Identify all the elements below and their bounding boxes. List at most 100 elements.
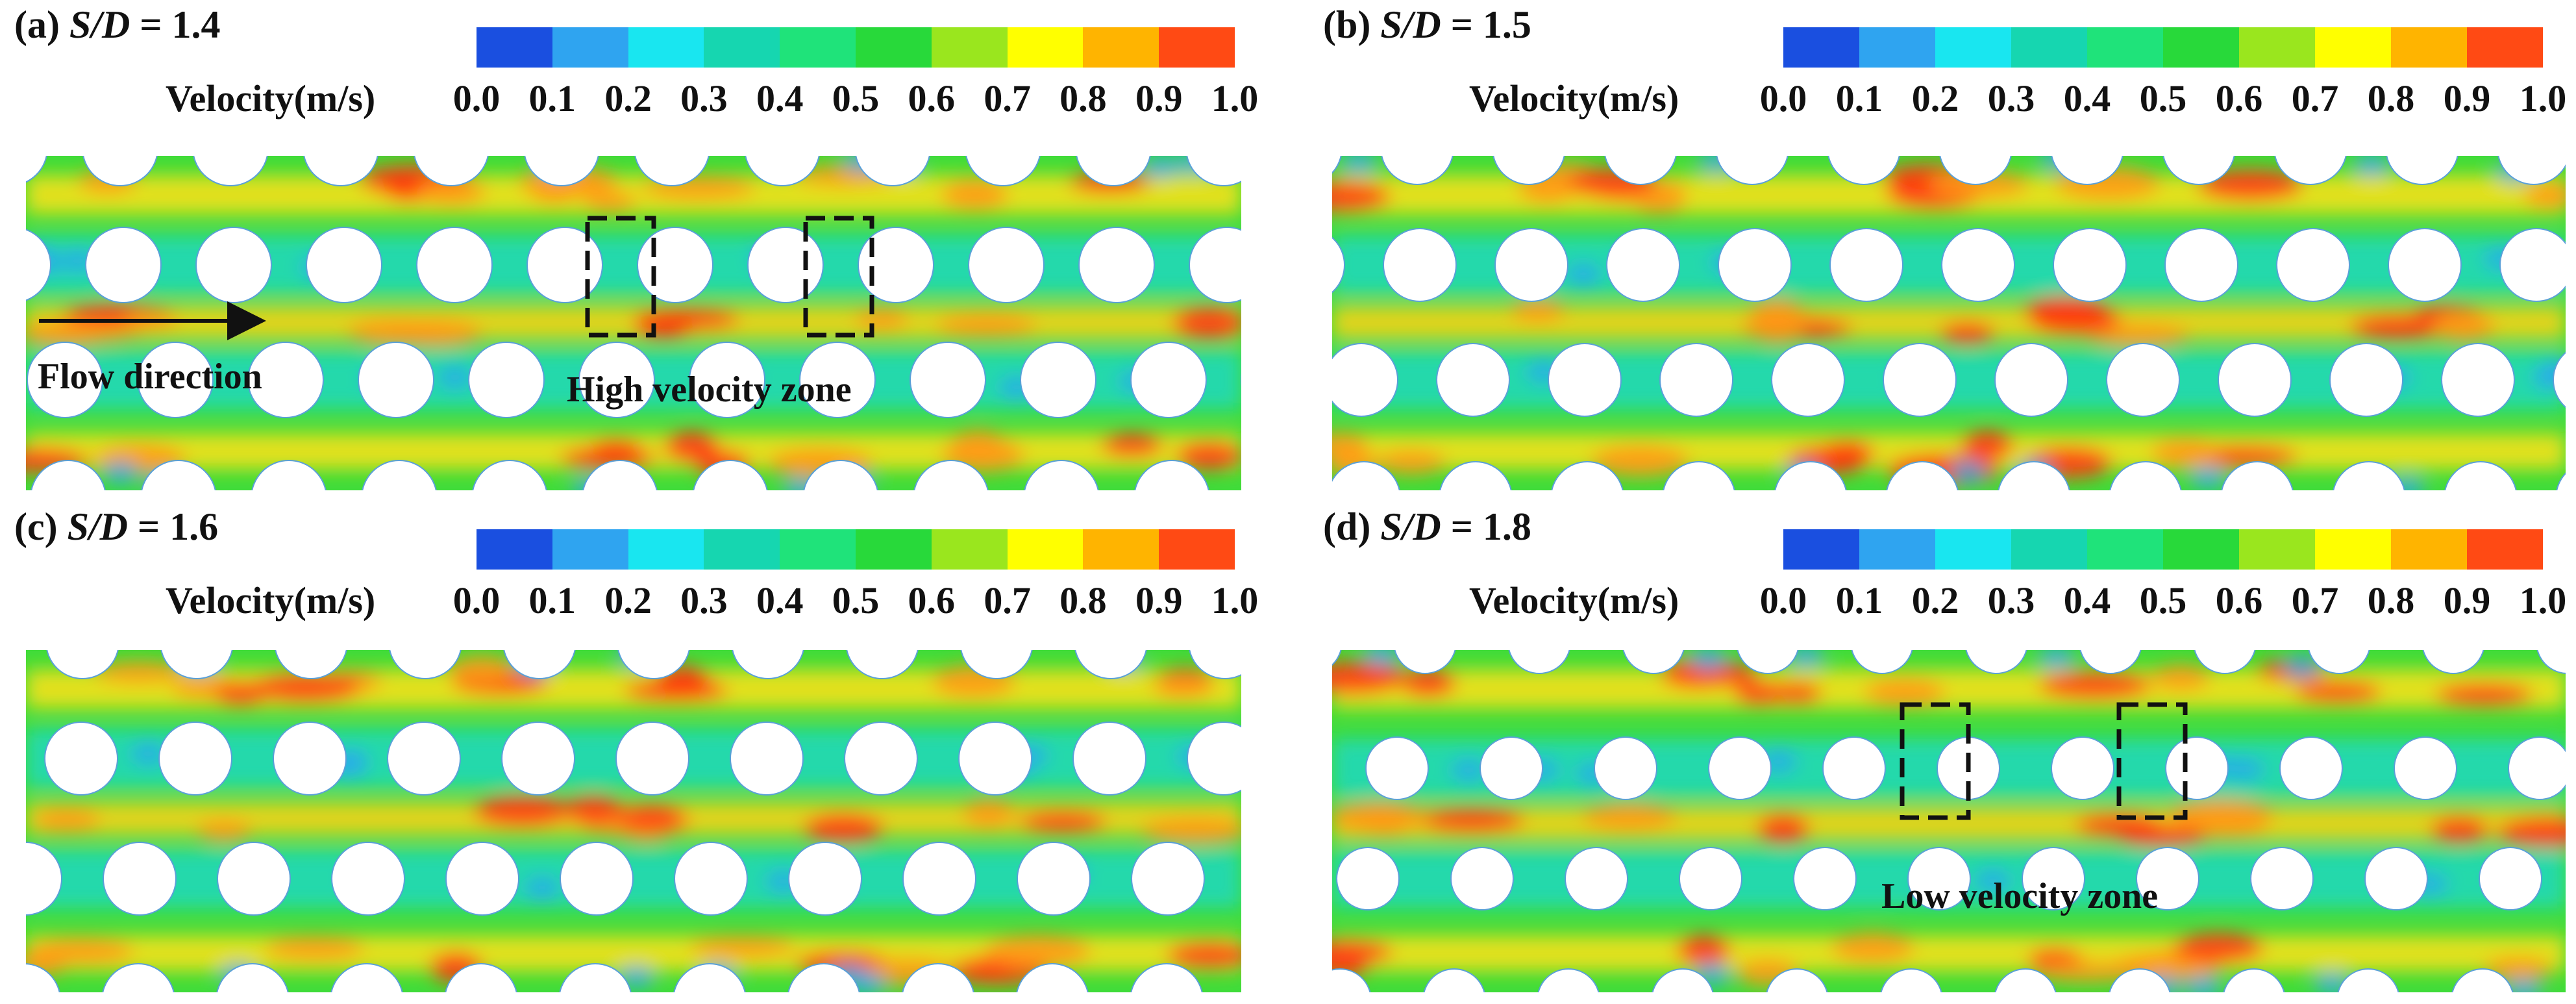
velocity-patch (583, 190, 637, 212)
tube (1480, 736, 1543, 800)
velocity-patch (392, 319, 482, 347)
tube (1024, 460, 1099, 490)
low-velocity-spot (2190, 466, 2227, 490)
tube (1131, 842, 1205, 916)
velocity-patch (1750, 313, 1805, 344)
colorbar-tick-label: 0.4 (2063, 579, 2111, 621)
tube (26, 963, 60, 992)
velocity-patch (2038, 671, 2152, 699)
colorbar-tick-label: 0.0 (452, 77, 501, 119)
colorbar-tick-label: 0.1 (1835, 77, 1883, 119)
low-velocity-spot (1341, 156, 1378, 174)
colorbar-tick-label: 0.2 (604, 77, 652, 119)
tube (1134, 460, 1209, 490)
colorbar-tick-label: 0.4 (756, 579, 804, 621)
velocity-patch (962, 798, 1015, 828)
tube (389, 650, 462, 679)
colorbar-tick-label: 1.0 (1211, 579, 1259, 621)
tube (634, 156, 710, 186)
tube (1594, 736, 1657, 800)
tube (637, 227, 713, 303)
tube (730, 722, 804, 796)
panel-c: (c) S/D = 1.6 Velocity(m/s) 0.0 0.1 0.2 0.3… (0, 502, 1288, 1004)
velocity-patch (2433, 310, 2496, 342)
tube (732, 650, 804, 679)
colorbar-tick-label: 0.3 (680, 77, 728, 119)
tube (2553, 351, 2566, 408)
velocity-contour (26, 650, 1241, 992)
colorbar-tick-label: 0.6 (908, 579, 956, 621)
tube (1606, 228, 1680, 302)
colorbar (1783, 27, 2543, 68)
colorbar-swatch (552, 529, 628, 570)
colorbar-tick-label: 0.8 (2367, 579, 2415, 621)
colorbar-swatch (2467, 529, 2543, 570)
velocity-contour (1332, 650, 2566, 992)
tube (1332, 236, 1345, 294)
colorbar-swatch (628, 529, 704, 570)
tube (1436, 343, 1510, 417)
tube (2386, 156, 2458, 185)
tube (674, 842, 748, 916)
tube (1241, 342, 1288, 418)
tube (247, 342, 324, 418)
velocity-band (1332, 935, 2566, 972)
tube (1076, 156, 1151, 186)
colorbar-tick-label: 0.1 (1835, 579, 1883, 621)
velocity-patch (1831, 932, 1915, 963)
colorbar-tick-label: 0.0 (1759, 77, 1807, 119)
tube (1186, 156, 1241, 186)
tube (747, 227, 824, 303)
tube (1245, 964, 1288, 1004)
low-velocity-spot (436, 366, 473, 390)
tube (693, 460, 768, 490)
colorbar-swatch (2239, 27, 2315, 68)
tube (2441, 343, 2515, 417)
tube (1998, 461, 2070, 490)
tube (1365, 736, 1429, 800)
tube (2276, 228, 2350, 302)
velocity-patch (941, 179, 1009, 210)
zone-box (1900, 702, 1971, 820)
tube (2479, 847, 2542, 910)
tube (1439, 461, 1512, 490)
colorbar-swatch (1935, 529, 2011, 570)
low-velocity-spot (1450, 758, 1487, 782)
colorbar-label: Velocity(m/s) (166, 579, 376, 621)
colorbar-swatch (2315, 27, 2391, 68)
colorbar-swatch (855, 529, 932, 570)
colorbar-tick-label: 0.0 (1759, 579, 1807, 621)
tube (193, 156, 268, 186)
tube (306, 227, 382, 303)
colorbar-tick-label: 0.5 (2139, 579, 2187, 621)
colorbar-tick-label: 0.5 (832, 579, 880, 621)
velocity-patch (1864, 678, 1946, 707)
colorbar-tick-label: 0.7 (984, 77, 1031, 119)
tube (2051, 156, 2124, 185)
tube (1939, 156, 2012, 185)
colorbar-tick-label: 0.4 (2063, 77, 2111, 119)
flow-direction-label: Flow direction (38, 357, 262, 397)
velocity-field (26, 650, 1288, 1004)
tube (965, 156, 1041, 186)
colorbar-tick-label: 0.3 (1987, 77, 2035, 119)
tube (846, 650, 919, 679)
velocity-patch (125, 308, 179, 330)
low-velocity-spot (130, 742, 167, 766)
tube (2079, 650, 2142, 674)
colorbar-tick-label: 0.9 (1135, 77, 1183, 119)
velocity-patch (1756, 814, 1810, 844)
tube (958, 722, 1032, 796)
tube (1016, 963, 1089, 992)
velocity-patch (2029, 303, 2121, 334)
colorbar-swatch (2163, 529, 2239, 570)
tube (445, 842, 519, 916)
velocity-patch (663, 431, 719, 462)
velocity-patch (1733, 681, 1787, 705)
tube (160, 650, 233, 679)
tube (1766, 968, 1828, 992)
tube (1941, 228, 2015, 302)
velocity-patch (950, 429, 1006, 461)
tube (2388, 228, 2462, 302)
zone-box (803, 216, 874, 338)
